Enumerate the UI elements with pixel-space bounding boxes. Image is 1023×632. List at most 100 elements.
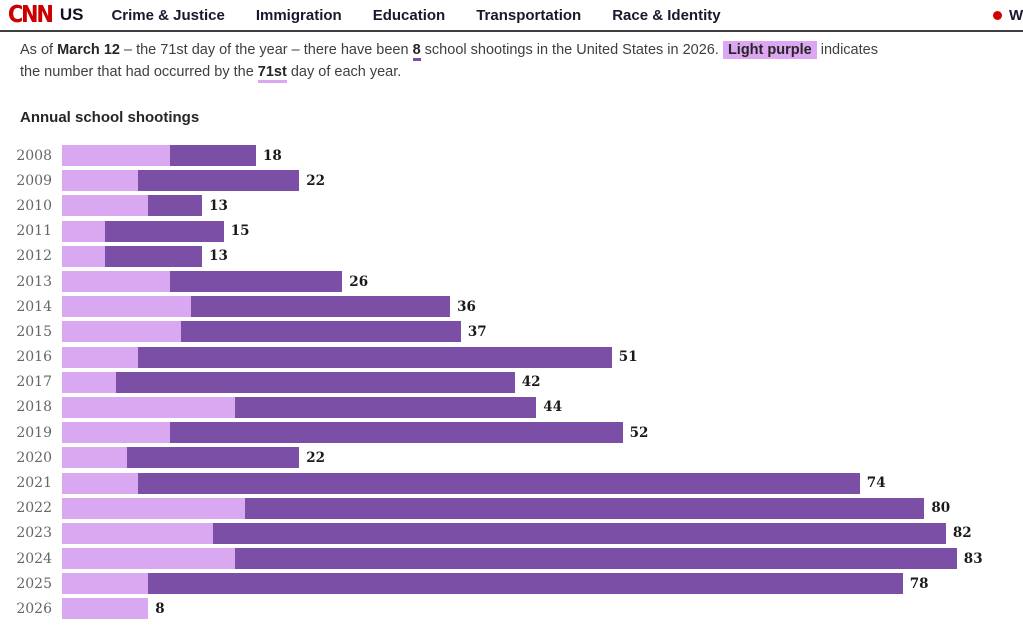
year-label: 2022 xyxy=(16,500,52,517)
bar-segment-rest-of-year xyxy=(105,245,203,267)
bar-segment-by-71st-day xyxy=(62,447,127,469)
bar-segment-by-71st-day xyxy=(62,321,181,343)
bar-segment-by-71st-day xyxy=(62,170,138,192)
bar-segment-by-71st-day xyxy=(62,422,170,444)
stacked-bar: 13 xyxy=(62,195,228,217)
stacked-bar: 83 xyxy=(62,548,983,570)
bar-value-label: 51 xyxy=(618,349,638,366)
bar-value-label: 80 xyxy=(931,500,951,517)
bar-value-label: 52 xyxy=(629,424,649,441)
stacked-bar: 74 xyxy=(62,472,886,494)
stacked-bar: 80 xyxy=(62,497,951,519)
chart-row-2008: 2008 18 xyxy=(0,143,1023,168)
watch-label: W xyxy=(1009,6,1023,24)
intro-emphasis: 71st xyxy=(257,64,287,83)
nav-item-crime-justice[interactable]: Crime & Justice xyxy=(111,6,225,24)
bar-value-label: 78 xyxy=(909,575,929,592)
bar-segment-rest-of-year xyxy=(105,220,224,242)
stacked-bar: 8 xyxy=(62,598,165,620)
bar-value-label: 26 xyxy=(349,273,369,290)
chart-row-2019: 2019 52 xyxy=(0,420,1023,445)
stacked-bar: 18 xyxy=(62,145,282,167)
bar-segment-rest-of-year xyxy=(126,447,300,469)
nav-item-education[interactable]: Education xyxy=(372,6,446,24)
year-label: 2012 xyxy=(16,248,52,265)
bar-segment-rest-of-year xyxy=(148,573,903,595)
nav-item-transportation[interactable]: Transportation xyxy=(476,6,582,24)
bar-value-label: 74 xyxy=(866,475,886,492)
chart-row-2024: 2024 83 xyxy=(0,546,1023,571)
bar-segment-rest-of-year xyxy=(169,271,343,293)
bar-segment-by-71st-day xyxy=(62,195,149,217)
chart-row-2017: 2017 42 xyxy=(0,370,1023,395)
year-label: 2009 xyxy=(16,172,52,189)
bar-segment-by-71st-day xyxy=(62,296,192,318)
chart-row-2012: 2012 13 xyxy=(0,244,1023,269)
stacked-bar: 13 xyxy=(62,245,228,267)
bar-segment-by-71st-day xyxy=(62,522,213,544)
watch-link[interactable]: W xyxy=(993,0,1023,30)
intro-text: day of each year. xyxy=(286,64,402,80)
year-label: 2008 xyxy=(16,147,52,164)
intro-text: school shootings in the United States in… xyxy=(420,42,723,58)
bar-segment-rest-of-year xyxy=(234,548,957,570)
bar-segment-rest-of-year xyxy=(148,195,203,217)
bar-segment-by-71st-day xyxy=(62,220,106,242)
stacked-bar: 36 xyxy=(62,296,476,318)
chart-row-2021: 2021 74 xyxy=(0,470,1023,495)
intro-emphasis: 8 xyxy=(412,42,421,61)
stacked-bar: 37 xyxy=(62,321,487,343)
year-label: 2015 xyxy=(16,323,52,340)
intro-emphasis: March 12 xyxy=(57,42,120,58)
chart-row-2014: 2014 36 xyxy=(0,294,1023,319)
year-label: 2019 xyxy=(16,424,52,441)
chart-row-2025: 2025 78 xyxy=(0,571,1023,596)
stacked-bar: 44 xyxy=(62,396,563,418)
stacked-bar: 15 xyxy=(62,220,250,242)
top-nav-bar: CNN US Crime & Justice Immigration Educati… xyxy=(0,0,1023,30)
bar-value-label: 18 xyxy=(262,147,282,164)
year-label: 2020 xyxy=(16,449,52,466)
edition-label-us[interactable]: US xyxy=(59,5,84,24)
bar-value-label: 13 xyxy=(209,248,228,265)
bar-segment-rest-of-year xyxy=(115,371,515,393)
year-label: 2018 xyxy=(16,399,52,416)
chart-row-2023: 2023 82 xyxy=(0,521,1023,546)
stacked-bar: 26 xyxy=(62,271,369,293)
year-label: 2017 xyxy=(16,374,52,391)
bar-value-label: 22 xyxy=(306,172,325,189)
stacked-bar: 52 xyxy=(62,422,649,444)
bar-segment-rest-of-year xyxy=(234,396,537,418)
chart-row-2020: 2020 22 xyxy=(0,445,1023,470)
year-label: 2014 xyxy=(16,298,52,315)
cnn-logo[interactable]: CNN xyxy=(8,1,54,28)
stacked-bar: 78 xyxy=(62,573,929,595)
primary-nav: Crime & Justice Immigration Education Trans… xyxy=(111,7,720,24)
stacked-bar: 22 xyxy=(62,447,325,469)
live-dot-icon xyxy=(993,10,1002,20)
bar-segment-rest-of-year xyxy=(169,422,623,444)
bar-segment-by-71st-day xyxy=(62,598,149,620)
intro-text: – the 71st day of the year – there have … xyxy=(119,42,413,58)
chart-row-2016: 2016 51 xyxy=(0,345,1023,370)
year-label: 2023 xyxy=(16,525,52,542)
bar-value-label: 15 xyxy=(230,223,250,240)
nav-item-race-identity[interactable]: Race & Identity xyxy=(612,6,721,24)
stacked-bar: 42 xyxy=(62,371,541,393)
bar-segment-by-71st-day xyxy=(62,497,246,519)
bar-segment-rest-of-year xyxy=(245,497,925,519)
chart-row-2026: 2026 8 xyxy=(0,596,1023,621)
intro-paragraph: As of March 12 – the 71st day of the yea… xyxy=(20,39,1003,83)
bar-segment-rest-of-year xyxy=(137,170,300,192)
bar-value-label: 8 xyxy=(155,600,165,617)
bar-segment-by-71st-day xyxy=(62,548,235,570)
bar-value-label: 37 xyxy=(467,323,487,340)
bar-segment-by-71st-day xyxy=(62,271,170,293)
year-label: 2024 xyxy=(16,550,52,567)
bar-value-label: 44 xyxy=(543,399,563,416)
chart-row-2013: 2013 26 xyxy=(0,269,1023,294)
year-label: 2016 xyxy=(16,349,52,366)
nav-item-immigration[interactable]: Immigration xyxy=(255,6,342,24)
stacked-bar: 51 xyxy=(62,346,638,368)
bar-value-label: 22 xyxy=(306,449,325,466)
